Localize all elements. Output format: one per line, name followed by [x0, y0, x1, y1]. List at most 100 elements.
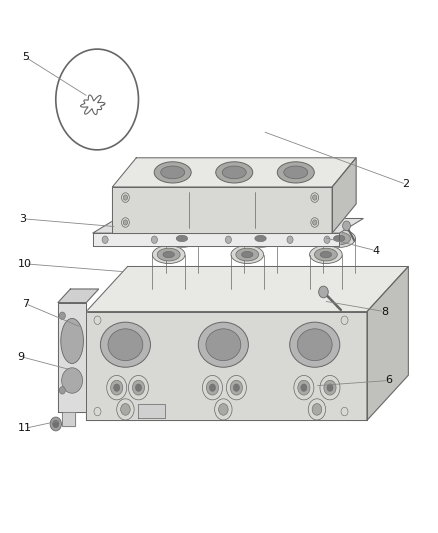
- Text: 4: 4: [372, 246, 379, 256]
- Circle shape: [53, 420, 59, 427]
- Polygon shape: [138, 405, 165, 418]
- Polygon shape: [113, 187, 332, 233]
- Circle shape: [59, 312, 65, 319]
- Circle shape: [311, 193, 319, 203]
- Text: 10: 10: [18, 259, 32, 269]
- Circle shape: [107, 375, 127, 400]
- Ellipse shape: [277, 162, 314, 183]
- Circle shape: [327, 384, 333, 391]
- Circle shape: [215, 399, 232, 420]
- Circle shape: [320, 375, 340, 400]
- Circle shape: [324, 236, 330, 244]
- Polygon shape: [367, 266, 408, 420]
- Circle shape: [308, 399, 325, 420]
- Circle shape: [123, 195, 127, 200]
- Polygon shape: [93, 219, 363, 233]
- Ellipse shape: [163, 252, 174, 258]
- Polygon shape: [86, 266, 408, 312]
- Polygon shape: [62, 413, 75, 425]
- Circle shape: [132, 380, 145, 395]
- Circle shape: [94, 316, 101, 325]
- Text: 5: 5: [22, 52, 29, 62]
- Circle shape: [102, 236, 108, 244]
- Ellipse shape: [255, 235, 266, 241]
- Circle shape: [120, 403, 130, 415]
- Circle shape: [294, 375, 314, 400]
- Circle shape: [206, 380, 219, 395]
- Ellipse shape: [231, 246, 264, 263]
- Circle shape: [233, 384, 240, 391]
- Ellipse shape: [161, 166, 185, 179]
- Ellipse shape: [244, 230, 277, 247]
- Ellipse shape: [310, 246, 342, 263]
- Ellipse shape: [236, 248, 259, 261]
- Ellipse shape: [249, 232, 272, 245]
- Ellipse shape: [333, 235, 345, 241]
- Circle shape: [343, 221, 350, 231]
- Text: 2: 2: [403, 179, 410, 189]
- Ellipse shape: [206, 329, 241, 361]
- Ellipse shape: [242, 252, 253, 258]
- Circle shape: [121, 217, 129, 227]
- Polygon shape: [86, 312, 367, 420]
- Circle shape: [298, 380, 310, 395]
- Ellipse shape: [154, 162, 191, 183]
- Ellipse shape: [157, 248, 180, 261]
- Circle shape: [111, 380, 123, 395]
- Circle shape: [226, 375, 247, 400]
- Text: 3: 3: [20, 214, 27, 224]
- Circle shape: [59, 386, 65, 394]
- Text: 8: 8: [381, 306, 388, 317]
- Circle shape: [62, 368, 82, 393]
- Circle shape: [324, 380, 336, 395]
- Ellipse shape: [314, 248, 337, 261]
- Circle shape: [123, 220, 127, 225]
- Text: 11: 11: [18, 423, 32, 433]
- Circle shape: [313, 220, 317, 225]
- Ellipse shape: [152, 246, 185, 263]
- Circle shape: [225, 236, 231, 244]
- Circle shape: [230, 380, 243, 395]
- Ellipse shape: [290, 322, 340, 367]
- Circle shape: [117, 399, 134, 420]
- Circle shape: [319, 286, 328, 298]
- Polygon shape: [58, 289, 99, 303]
- Circle shape: [312, 403, 322, 415]
- Ellipse shape: [297, 329, 332, 361]
- Text: 7: 7: [22, 298, 29, 309]
- Text: 6: 6: [385, 375, 392, 385]
- Polygon shape: [58, 303, 86, 413]
- Circle shape: [301, 384, 307, 391]
- Circle shape: [219, 403, 228, 415]
- Circle shape: [128, 375, 148, 400]
- Circle shape: [341, 407, 348, 416]
- Circle shape: [121, 193, 129, 203]
- Circle shape: [313, 195, 317, 200]
- Ellipse shape: [284, 166, 308, 179]
- Ellipse shape: [100, 322, 150, 367]
- Ellipse shape: [222, 166, 246, 179]
- Ellipse shape: [170, 232, 193, 245]
- Ellipse shape: [61, 318, 83, 364]
- Ellipse shape: [176, 235, 187, 241]
- Ellipse shape: [108, 329, 143, 361]
- Ellipse shape: [216, 162, 253, 183]
- Circle shape: [94, 407, 101, 416]
- Circle shape: [287, 236, 293, 244]
- Polygon shape: [332, 158, 356, 233]
- Circle shape: [209, 384, 215, 391]
- Circle shape: [202, 375, 223, 400]
- Text: 9: 9: [18, 352, 25, 361]
- Circle shape: [135, 384, 141, 391]
- Ellipse shape: [323, 230, 356, 247]
- Circle shape: [114, 384, 120, 391]
- Circle shape: [341, 316, 348, 325]
- Polygon shape: [93, 233, 339, 246]
- Circle shape: [152, 236, 158, 244]
- Circle shape: [311, 217, 319, 227]
- Circle shape: [50, 417, 61, 431]
- Ellipse shape: [328, 232, 350, 245]
- Ellipse shape: [166, 230, 198, 247]
- Ellipse shape: [320, 252, 332, 258]
- Ellipse shape: [198, 322, 248, 367]
